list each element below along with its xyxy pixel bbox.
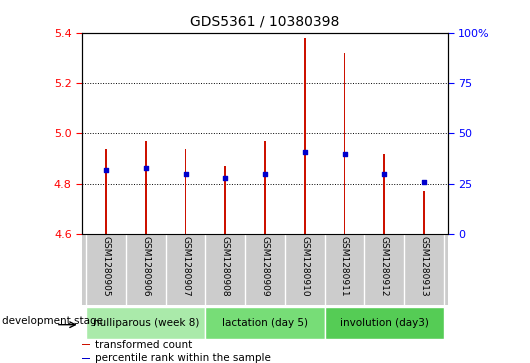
Text: GSM1280906: GSM1280906 xyxy=(142,236,150,297)
Point xyxy=(181,171,190,177)
Title: GDS5361 / 10380398: GDS5361 / 10380398 xyxy=(190,15,340,29)
Text: GSM1280912: GSM1280912 xyxy=(380,236,388,297)
Bar xyxy=(86,307,206,339)
Text: GSM1280911: GSM1280911 xyxy=(340,236,349,297)
Point xyxy=(261,171,269,177)
Text: GSM1280908: GSM1280908 xyxy=(221,236,229,297)
Point xyxy=(142,165,150,171)
Bar xyxy=(264,141,266,234)
Bar xyxy=(324,307,444,339)
Point xyxy=(420,179,428,185)
Text: involution (day3): involution (day3) xyxy=(340,318,429,328)
Text: percentile rank within the sample: percentile rank within the sample xyxy=(95,353,271,363)
Text: GSM1280905: GSM1280905 xyxy=(102,236,110,297)
Point xyxy=(380,171,388,177)
Text: GSM1280910: GSM1280910 xyxy=(301,236,309,297)
Bar xyxy=(344,53,346,234)
Bar xyxy=(423,191,425,234)
Text: development stage: development stage xyxy=(2,317,103,326)
Bar xyxy=(145,141,146,234)
Text: transformed count: transformed count xyxy=(95,340,192,350)
Bar xyxy=(206,307,324,339)
Bar xyxy=(105,148,107,234)
Text: GSM1280909: GSM1280909 xyxy=(261,236,269,297)
Point xyxy=(102,167,110,172)
Bar xyxy=(225,166,226,234)
Bar xyxy=(82,344,90,345)
Point xyxy=(340,151,349,156)
Text: GSM1280913: GSM1280913 xyxy=(420,236,428,297)
Bar xyxy=(82,358,90,359)
Text: GSM1280907: GSM1280907 xyxy=(181,236,190,297)
Bar xyxy=(384,154,385,234)
Point xyxy=(301,148,309,154)
Bar xyxy=(304,38,305,234)
Text: lactation (day 5): lactation (day 5) xyxy=(222,318,308,328)
Text: nulliparous (week 8): nulliparous (week 8) xyxy=(93,318,199,328)
Bar xyxy=(184,148,187,234)
Point xyxy=(221,175,229,181)
